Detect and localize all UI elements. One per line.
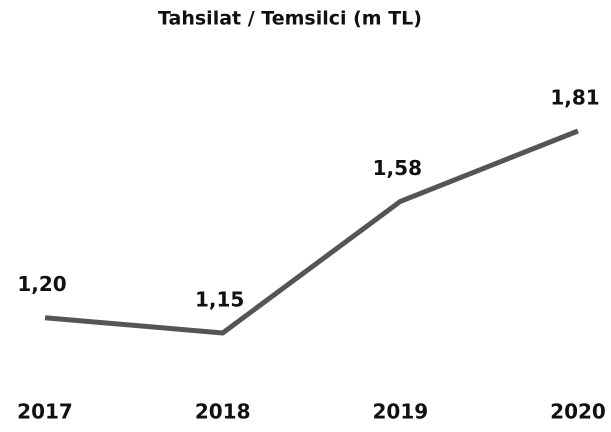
data-label: 1,20 xyxy=(17,272,66,296)
x-tick-label: 2017 xyxy=(17,400,73,424)
chart-title: Tahsilat / Temsilci (m TL) xyxy=(158,8,422,30)
x-tick-label: 2019 xyxy=(372,400,428,424)
data-label: 1,81 xyxy=(550,86,599,110)
data-label: 1,15 xyxy=(195,288,244,312)
x-tick-label: 2018 xyxy=(195,400,251,424)
x-tick-label: 2020 xyxy=(550,400,606,424)
data-label: 1,58 xyxy=(373,156,422,180)
data-line xyxy=(44,128,579,336)
